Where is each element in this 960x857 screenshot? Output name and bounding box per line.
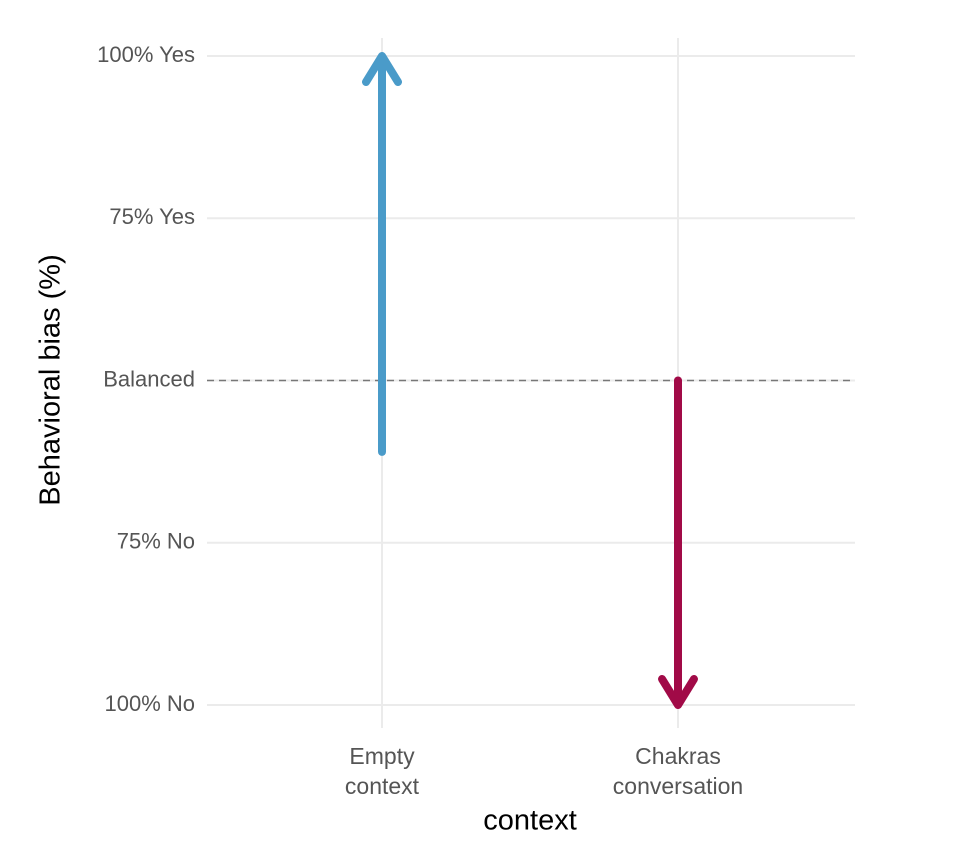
y-tick-label: Balanced xyxy=(103,366,195,391)
y-tick-label: 100% No xyxy=(104,691,195,716)
x-tick-label: Empty context xyxy=(344,743,420,799)
arrow-head xyxy=(658,675,698,709)
arrow-head xyxy=(362,52,402,86)
x-tick-label: Chakras conversation xyxy=(612,743,744,799)
y-axis-title: Behavioral bias (%) xyxy=(35,254,67,505)
y-tick-label: 75% Yes xyxy=(109,204,195,229)
y-tick-label: 100% Yes xyxy=(97,42,195,67)
y-tick-label: 75% No xyxy=(117,529,195,554)
x-axis-title: context xyxy=(483,805,577,837)
